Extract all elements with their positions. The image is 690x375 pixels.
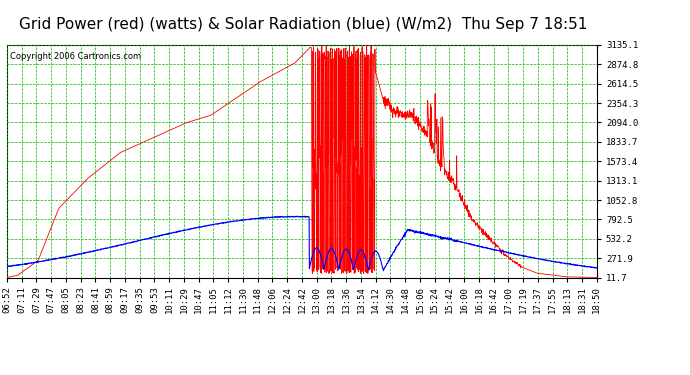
- Text: Grid Power (red) (watts) & Solar Radiation (blue) (W/m2)  Thu Sep 7 18:51: Grid Power (red) (watts) & Solar Radiati…: [19, 17, 588, 32]
- Text: Copyright 2006 Cartronics.com: Copyright 2006 Cartronics.com: [10, 52, 141, 61]
